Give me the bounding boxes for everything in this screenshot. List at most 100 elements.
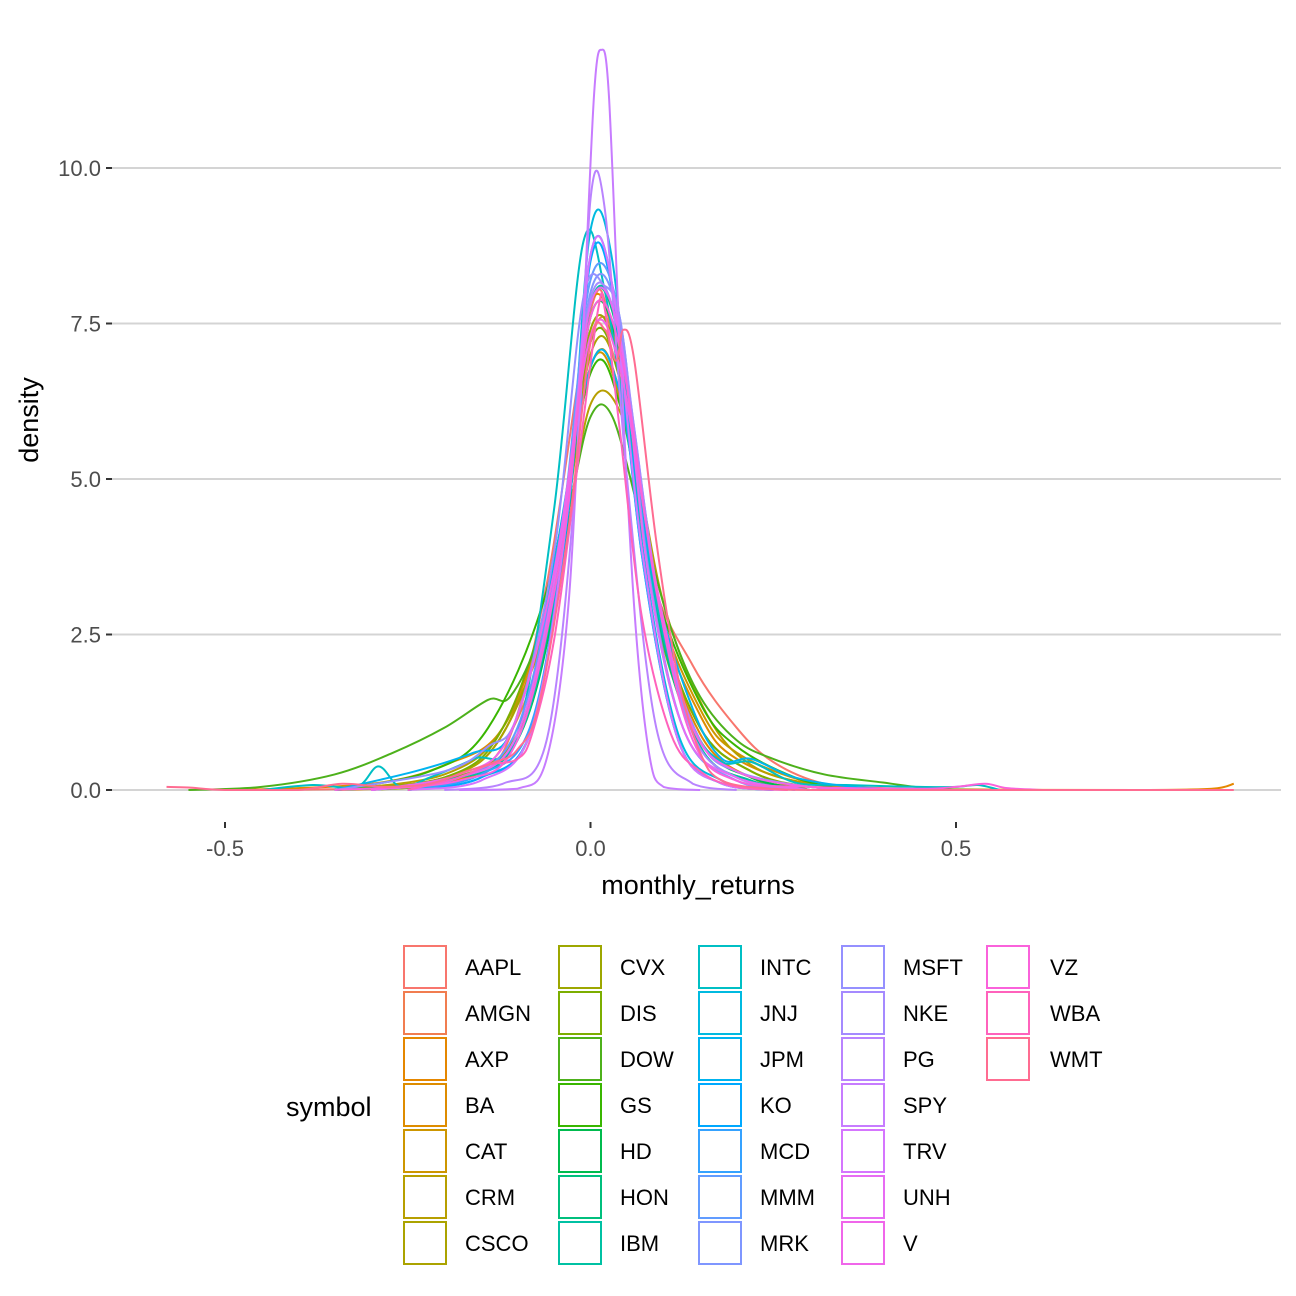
- density-line-axp: [334, 292, 1235, 791]
- legend-item-intc: INTC: [698, 945, 811, 989]
- legend-item-ko: KO: [698, 1083, 792, 1127]
- legend-item-jnj: JNJ: [698, 991, 798, 1035]
- legend-key: [841, 945, 885, 989]
- density-line-wba: [407, 292, 788, 791]
- legend-key: [558, 1037, 602, 1081]
- legend-title: symbol: [286, 1092, 372, 1122]
- density-line-cvx: [371, 314, 811, 791]
- legend-label: UNH: [903, 1185, 951, 1210]
- density-line-v: [371, 318, 883, 791]
- legend-item-aapl: AAPL: [403, 945, 521, 989]
- legend-key: [403, 1083, 447, 1127]
- legend-key: [698, 1037, 742, 1081]
- y-tick-label: 7.5: [70, 312, 101, 337]
- legend-label: INTC: [760, 955, 811, 980]
- legend-label: DIS: [620, 1001, 657, 1026]
- legend-label: KO: [760, 1093, 792, 1118]
- legend-item-mcd: MCD: [698, 1129, 810, 1173]
- y-axis-title: density: [14, 377, 44, 463]
- legend-item-trv: TRV: [841, 1129, 947, 1173]
- density-line-pg: [444, 169, 737, 791]
- legend-item-vz: VZ: [986, 945, 1078, 989]
- legend-key: [558, 1221, 602, 1265]
- legend-label: WBA: [1050, 1001, 1100, 1026]
- legend-label: MRK: [760, 1231, 809, 1256]
- legend-item-csco: CSCO: [403, 1221, 529, 1265]
- legend-item-v: V: [841, 1221, 918, 1265]
- density-lines: [166, 48, 1235, 792]
- y-axis: 0.0 2.5 5.0 7.5 10.0: [58, 156, 112, 803]
- legend-label: PG: [903, 1047, 935, 1072]
- legend-label: WMT: [1050, 1047, 1103, 1072]
- legend-item-pg: PG: [841, 1037, 935, 1081]
- x-axis-title: monthly_returns: [601, 870, 795, 900]
- x-tick-label: 0.5: [941, 836, 972, 861]
- legend-label: HON: [620, 1185, 669, 1210]
- legend-label: JPM: [760, 1047, 804, 1072]
- legend-item-ba: BA: [403, 1083, 495, 1127]
- legend-label: CRM: [465, 1185, 515, 1210]
- x-tick-label: 0.0: [575, 836, 606, 861]
- legend-label: MSFT: [903, 955, 963, 980]
- density-line-spy: [458, 48, 701, 791]
- legend-items: AAPL AMGN AXP BA CAT CRM CSCO CVX DIS DOW GS HD HON I…: [403, 945, 1103, 1265]
- legend-key: [558, 1083, 602, 1127]
- x-tick-label: -0.5: [206, 836, 244, 861]
- legend-item-nke: NKE: [841, 991, 948, 1035]
- legend-key: [841, 1129, 885, 1173]
- legend-key: [403, 1221, 447, 1265]
- legend-key: [698, 945, 742, 989]
- y-tick-label: 0.0: [70, 778, 101, 803]
- legend-item-jpm: JPM: [698, 1037, 804, 1081]
- legend-item-hd: HD: [558, 1129, 652, 1173]
- legend-key: [841, 1221, 885, 1265]
- legend-label: CSCO: [465, 1231, 529, 1256]
- legend-label: DOW: [620, 1047, 674, 1072]
- legend-item-amgn: AMGN: [403, 991, 531, 1035]
- density-line-dow: [188, 403, 993, 791]
- density-line-cat: [334, 351, 884, 791]
- legend-item-unh: UNH: [841, 1175, 951, 1219]
- legend-label: CAT: [465, 1139, 507, 1164]
- legend-key: [558, 1129, 602, 1173]
- legend-key: [558, 991, 602, 1035]
- legend-item-hon: HON: [558, 1175, 669, 1219]
- legend-key: [698, 1175, 742, 1219]
- density-line-csco: [334, 335, 883, 791]
- legend-key: [558, 945, 602, 989]
- legend-key: [403, 945, 447, 989]
- legend-label: HD: [620, 1139, 652, 1164]
- legend-key: [403, 1175, 447, 1219]
- legend-item-cat: CAT: [403, 1129, 507, 1173]
- density-line-vz: [334, 298, 1044, 791]
- y-tick-label: 10.0: [58, 156, 101, 181]
- legend-key: [841, 1175, 885, 1219]
- legend-label: BA: [465, 1093, 495, 1118]
- legend-item-wmt: WMT: [986, 1037, 1103, 1081]
- legend-label: IBM: [620, 1231, 659, 1256]
- legend-item-ibm: IBM: [558, 1221, 659, 1265]
- legend-label: GS: [620, 1093, 652, 1118]
- legend-item-spy: SPY: [841, 1083, 947, 1127]
- legend-key: [841, 1083, 885, 1127]
- legend-label: CVX: [620, 955, 666, 980]
- legend-label: JNJ: [760, 1001, 798, 1026]
- legend-key: [403, 991, 447, 1035]
- y-tick-label: 5.0: [70, 467, 101, 492]
- legend-label: AMGN: [465, 1001, 531, 1026]
- density-line-msft: [334, 273, 883, 791]
- legend-key: [698, 1083, 742, 1127]
- x-axis: -0.5 0.0 0.5: [206, 822, 971, 861]
- legend-key: [986, 991, 1030, 1035]
- legend-item-dow: DOW: [558, 1037, 674, 1081]
- legend-item-axp: AXP: [403, 1037, 509, 1081]
- density-line-unh: [371, 286, 810, 791]
- legend-label: MMM: [760, 1185, 815, 1210]
- y-tick-label: 2.5: [70, 623, 101, 648]
- legend: symbol AAPL AMGN AXP BA CAT CRM CSCO CVX DIS DOW G…: [286, 945, 1103, 1265]
- legend-key: [698, 1129, 742, 1173]
- legend-label: V: [903, 1231, 918, 1256]
- legend-key: [698, 1221, 742, 1265]
- density-line-crm: [334, 389, 883, 791]
